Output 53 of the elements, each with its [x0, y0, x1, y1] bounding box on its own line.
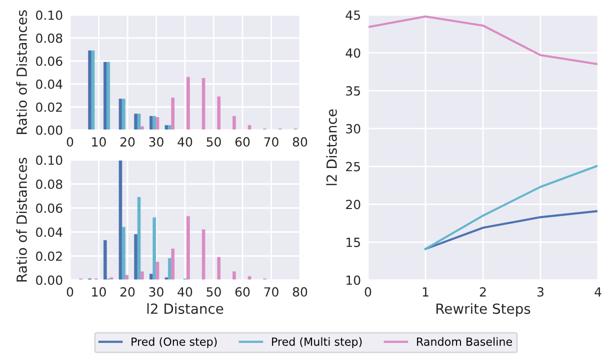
y-tick-label: 0.06 [36, 56, 62, 66]
x-tick-label: 30 [149, 137, 164, 147]
y-tick-label: 10 [346, 275, 360, 285]
y-tick-label: 15 [346, 238, 360, 248]
y-tick-label: 0.04 [36, 227, 62, 237]
x-tick-label: 70 [264, 137, 278, 147]
x-tick-label: 80 [292, 137, 308, 147]
x-tick-label: 10 [92, 287, 106, 297]
x-tick-label: 4 [594, 287, 602, 296]
line-series [424, 210, 598, 250]
x-tick-label: 60 [235, 287, 250, 297]
legend-label: Pred (One step) [132, 337, 217, 348]
y-tick-label: 0.08 [36, 179, 62, 189]
y-tick-label: 45 [346, 10, 360, 20]
y-axis-title: Ratio of Distances [16, 158, 27, 282]
x-tick-label: 20 [120, 137, 135, 147]
y-tick-label: 40 [346, 48, 360, 58]
x-tick-label: 40 [178, 137, 192, 147]
y-axis-title: Ratio of Distances [16, 10, 27, 134]
line-series [424, 164, 598, 250]
x-tick-label: 0 [66, 137, 74, 147]
y-tick-label: 0.04 [36, 79, 62, 89]
y-tick-label: 0.02 [36, 251, 62, 261]
y-tick-label: 0.02 [36, 102, 62, 112]
x-axis-title: Rewrite Steps [436, 303, 530, 317]
x-tick-label: 70 [264, 287, 278, 297]
x-tick-label: 60 [235, 137, 250, 147]
y-tick-label: 30 [346, 124, 360, 134]
y-tick-label: 0.00 [36, 125, 62, 135]
x-tick-label: 50 [206, 287, 221, 297]
x-tick-label: 0 [66, 287, 74, 297]
x-tick-label: 20 [120, 287, 135, 297]
x-tick-label: 0 [364, 287, 372, 297]
y-tick-label: 0.10 [36, 10, 62, 20]
legend-label: Pred (Multi step) [272, 337, 362, 348]
x-tick-label: 80 [292, 287, 308, 297]
x-tick-label: 2 [480, 287, 486, 296]
x-tick-label: 50 [206, 137, 221, 147]
x-tick-label: 3 [537, 287, 544, 297]
y-tick-label: 20 [346, 200, 360, 210]
y-tick-label: 0.06 [36, 203, 62, 213]
x-tick-label: 40 [178, 287, 192, 297]
y-tick-label: 0.10 [36, 155, 62, 165]
y-axis-title: l2 Distance [326, 109, 337, 186]
y-tick-label: 0.08 [36, 33, 62, 43]
x-tick-label: 10 [92, 137, 106, 147]
x-axis-title: l2 Distance [147, 303, 224, 314]
x-tick-label: 1 [422, 287, 428, 296]
x-tick-label: 30 [149, 287, 164, 297]
y-tick-label: 35 [346, 86, 360, 96]
legend-label: Random Baseline [417, 337, 512, 346]
y-tick-label: 25 [346, 162, 360, 172]
y-tick-label: 0.00 [36, 275, 62, 285]
